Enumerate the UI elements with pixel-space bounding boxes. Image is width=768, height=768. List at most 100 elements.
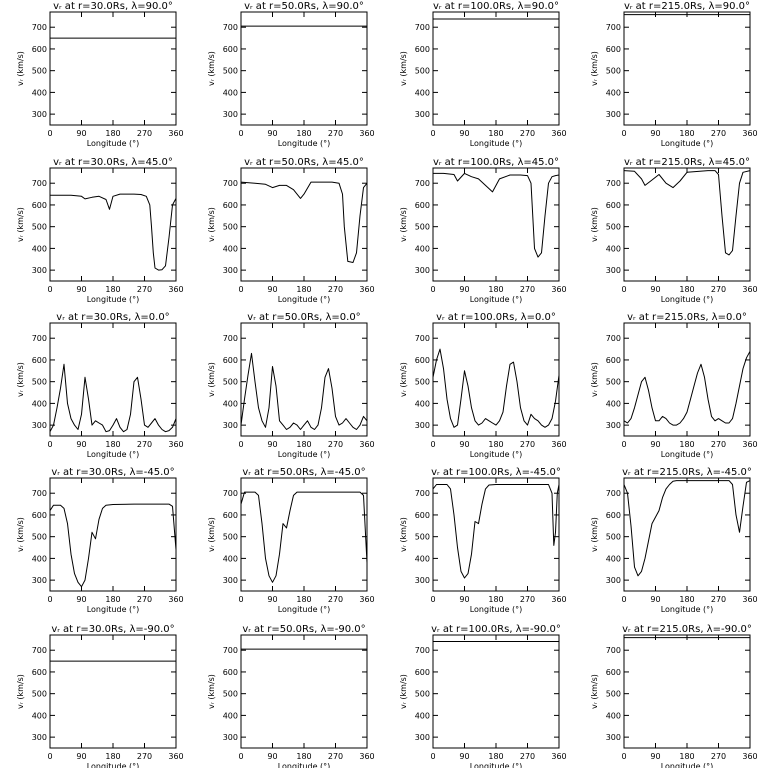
y-tick-label: 600 xyxy=(606,356,621,365)
x-tick-label: 90 xyxy=(76,285,86,294)
x-axis-label: Longitude (°) xyxy=(470,762,523,768)
chart-panel: vᵣ at r=30.0Rs, λ=-45.0° 0 90 180 270 360 300 4… xyxy=(16,467,184,614)
plot-frame xyxy=(240,477,368,592)
y-tick-label: 500 xyxy=(32,690,47,699)
chart-title: vᵣ at r=50.0Rs, λ=-90.0° xyxy=(242,624,365,635)
y-tick-label: 500 xyxy=(223,67,238,76)
y-axis-label: vᵣ (km/s) xyxy=(399,517,408,552)
y-tick-label: 700 xyxy=(415,489,430,498)
x-tick-label: 270 xyxy=(137,752,152,761)
y-tick-label: 700 xyxy=(606,179,621,188)
y-tick-label: 400 xyxy=(606,399,621,408)
y-tick-label: 600 xyxy=(606,668,621,677)
y-tick-label: 400 xyxy=(223,244,238,253)
y-tick-label: 300 xyxy=(606,576,621,585)
x-tick-label: 90 xyxy=(76,440,86,449)
y-tick-label: 500 xyxy=(223,533,238,542)
x-tick-label: 90 xyxy=(459,595,469,604)
series-line xyxy=(49,363,177,433)
y-tick-label: 500 xyxy=(223,690,238,699)
chart-panel: vᵣ at r=50.0Rs, λ=-45.0° 0 90 180 270 360 300 4… xyxy=(207,467,375,614)
chart-title: vᵣ at r=50.0Rs, λ=90.0° xyxy=(244,1,364,12)
x-tick-label: 180 xyxy=(105,440,120,449)
x-tick-label: 90 xyxy=(76,752,86,761)
x-tick-label: 180 xyxy=(105,595,120,604)
plot-frame xyxy=(432,477,560,592)
y-tick-label: 600 xyxy=(32,668,47,677)
x-tick-label: 180 xyxy=(679,129,694,138)
y-axis-label: vᵣ (km/s) xyxy=(207,517,216,552)
x-tick-label: 360 xyxy=(551,752,566,761)
x-tick-label: 0 xyxy=(621,285,626,294)
y-tick-label: 500 xyxy=(606,690,621,699)
y-tick-label: 700 xyxy=(32,489,47,498)
chart-panel: vᵣ at r=50.0Rs, λ=0.0° 0 90 180 270 360 300 400… xyxy=(207,312,375,459)
x-axis-label: Longitude (°) xyxy=(87,295,140,304)
chart-title: vᵣ at r=30.0Rs, λ=-45.0° xyxy=(51,467,174,478)
y-tick-label: 600 xyxy=(415,201,430,210)
x-tick-label: 90 xyxy=(650,595,660,604)
plot-frame xyxy=(49,167,177,282)
y-tick-label: 700 xyxy=(415,179,430,188)
plot-frame xyxy=(240,11,368,126)
x-tick-label: 360 xyxy=(359,285,374,294)
y-tick-label: 600 xyxy=(32,511,47,520)
y-tick-label: 400 xyxy=(606,711,621,720)
y-axis-label: vᵣ (km/s) xyxy=(16,674,25,709)
plot-frame xyxy=(432,322,560,437)
chart-panel: vᵣ at r=50.0Rs, λ=90.0° 0 90 180 270 360 300 40… xyxy=(207,1,375,148)
x-tick-label: 0 xyxy=(430,595,435,604)
x-tick-label: 0 xyxy=(430,129,435,138)
y-tick-label: 700 xyxy=(606,334,621,343)
plot-frame xyxy=(432,634,560,749)
y-tick-label: 500 xyxy=(606,533,621,542)
x-axis-label: Longitude (°) xyxy=(87,139,140,148)
y-tick-label: 700 xyxy=(223,646,238,655)
chart-panel: vᵣ at r=50.0Rs, λ=-90.0° 0 90 180 270 360 300 4… xyxy=(207,624,375,768)
y-tick-label: 500 xyxy=(32,533,47,542)
y-tick-label: 300 xyxy=(223,266,238,275)
chart-panel: vᵣ at r=215.0Rs, λ=45.0° 0 90 180 270 360 300 4… xyxy=(590,157,758,304)
series-line xyxy=(240,352,368,430)
y-tick-label: 700 xyxy=(415,334,430,343)
chart-panel: vᵣ at r=30.0Rs, λ=90.0° 0 90 180 270 360 300 40… xyxy=(16,1,184,148)
x-tick-label: 180 xyxy=(105,285,120,294)
chart-panel: vᵣ at r=30.0Rs, λ=45.0° 0 90 180 270 360 300 40… xyxy=(16,157,184,304)
x-axis-label: Longitude (°) xyxy=(278,762,331,768)
y-tick-label: 400 xyxy=(223,554,238,563)
y-tick-label: 300 xyxy=(415,266,430,275)
y-tick-label: 400 xyxy=(223,88,238,97)
x-tick-label: 360 xyxy=(551,440,566,449)
x-tick-label: 360 xyxy=(359,440,374,449)
x-tick-label: 0 xyxy=(47,129,52,138)
x-tick-label: 180 xyxy=(679,285,694,294)
plot-frame xyxy=(623,634,751,749)
chart-title: vᵣ at r=100.0Rs, λ=-90.0° xyxy=(431,624,561,635)
y-tick-label: 700 xyxy=(606,489,621,498)
x-tick-label: 270 xyxy=(711,440,726,449)
chart-title: vᵣ at r=215.0Rs, λ=-90.0° xyxy=(622,624,752,635)
series-line xyxy=(240,491,368,583)
x-tick-label: 180 xyxy=(296,285,311,294)
plot-frame xyxy=(623,11,751,126)
y-tick-label: 500 xyxy=(32,67,47,76)
y-axis-label: vᵣ (km/s) xyxy=(590,207,599,242)
y-tick-label: 400 xyxy=(415,88,430,97)
y-tick-label: 300 xyxy=(32,576,47,585)
x-tick-label: 270 xyxy=(137,440,152,449)
x-tick-label: 0 xyxy=(621,440,626,449)
x-tick-label: 90 xyxy=(267,129,277,138)
y-tick-label: 500 xyxy=(223,223,238,232)
x-tick-label: 360 xyxy=(551,595,566,604)
x-tick-label: 0 xyxy=(621,129,626,138)
y-tick-label: 300 xyxy=(223,733,238,742)
plot-frame xyxy=(240,634,368,749)
y-tick-label: 700 xyxy=(223,489,238,498)
y-tick-label: 600 xyxy=(223,201,238,210)
x-axis-label: Longitude (°) xyxy=(278,295,331,304)
series-line xyxy=(240,181,368,263)
y-tick-label: 600 xyxy=(32,356,47,365)
y-tick-label: 700 xyxy=(415,23,430,32)
y-axis-label: vᵣ (km/s) xyxy=(207,207,216,242)
series-line xyxy=(623,480,751,577)
